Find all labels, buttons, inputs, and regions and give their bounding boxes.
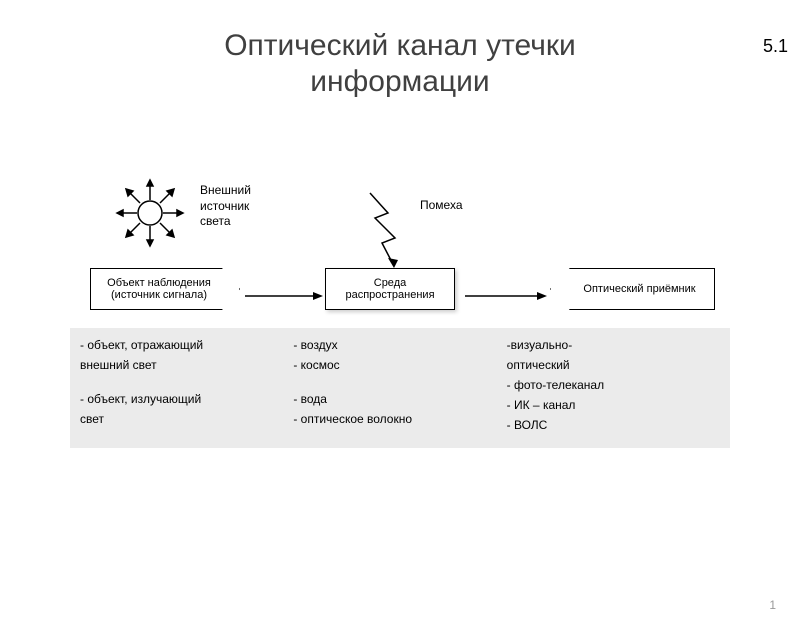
medium-l1: Среда [332, 277, 448, 289]
list-col-medium: - воздух - космос - вода - оптическое во… [293, 336, 506, 436]
list-col-source: - объект, отражающий внешний свет - объе… [80, 336, 293, 436]
sun-icon [115, 178, 185, 253]
title-line-2: информации [310, 65, 489, 98]
medium-node: Среда распространения [325, 268, 455, 310]
receiver-l1: Оптический приёмник [571, 283, 708, 295]
sun-label-l1: Внешний [200, 183, 251, 197]
list-item: - ИК – канал [507, 396, 720, 414]
list-item: - вода [293, 390, 506, 408]
list-item: внешний свет [80, 356, 293, 374]
page-title: Оптический канал утечки информации [0, 28, 800, 100]
list-item: свет [80, 410, 293, 428]
list-item: -визуально- [507, 336, 720, 354]
list-item: - ВОЛС [507, 416, 720, 434]
source-node: Объект наблюдения (источник сигнала) [90, 268, 240, 310]
lightning-icon [360, 188, 410, 273]
page-number: 1 [769, 598, 776, 612]
title-line-1: Оптический канал утечки [224, 29, 576, 62]
list-item: - космос [293, 356, 506, 374]
list-col-receiver: -визуально- оптический - фото-телеканал … [507, 336, 720, 436]
receiver-node: Оптический приёмник [550, 268, 715, 310]
sun-label: Внешний источник света [200, 183, 251, 230]
sun-label-l3: света [200, 214, 231, 228]
list-item: - оптическое волокно [293, 410, 506, 428]
list-item: - фото-телеканал [507, 376, 720, 394]
interference-label: Помеха [420, 198, 463, 212]
arrow-icon [465, 288, 547, 306]
list-item: - объект, отражающий [80, 336, 293, 354]
list-item: - объект, излучающий [80, 390, 293, 408]
source-l2: (источник сигнала) [97, 289, 221, 301]
source-l1: Объект наблюдения [97, 277, 221, 289]
examples-table: - объект, отражающий внешний свет - объе… [70, 328, 730, 448]
slide-number-badge: 5.1 [763, 36, 788, 57]
sun-label-l2: источник [200, 199, 249, 213]
list-item: оптический [507, 356, 720, 374]
medium-l2: распространения [332, 289, 448, 301]
list-item: - воздух [293, 336, 506, 354]
arrow-icon [245, 288, 323, 306]
